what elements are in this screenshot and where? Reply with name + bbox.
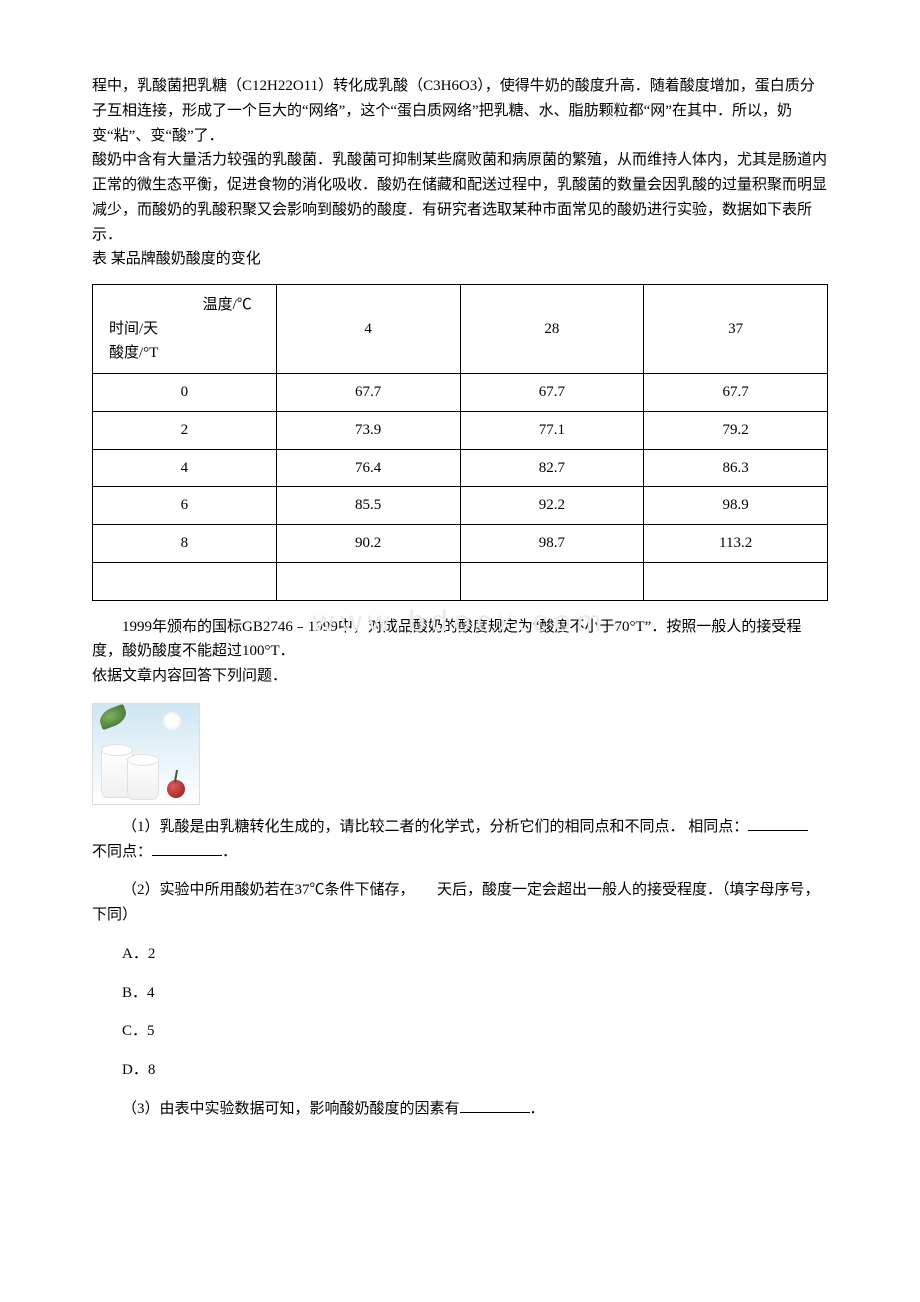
q1-tail: ． — [222, 844, 237, 860]
question-1: （1）乳酸是由乳糖转化生成的，请比较二者的化学式，分析它们的相同点和不同点． 相… — [92, 815, 828, 840]
blank-diff — [152, 840, 222, 856]
option-c: C．5 — [92, 1019, 828, 1044]
cell-day: 8 — [93, 525, 277, 563]
cell-val: 98.7 — [460, 525, 644, 563]
cell-val: 85.5 — [276, 487, 460, 525]
cell-val: 90.2 — [276, 525, 460, 563]
standard-note: 1999年颁布的国标GB2746﹣1999中，对成品酸奶的酸度规定为“酸度不小于… — [92, 615, 828, 665]
blank-factors — [460, 1097, 530, 1113]
cell-val: 77.1 — [460, 411, 644, 449]
cell-val: 79.2 — [644, 411, 828, 449]
col-28c: 28 — [460, 285, 644, 374]
cup-icon — [127, 758, 159, 800]
q3-tail: ． — [530, 1101, 545, 1117]
option-d: D．8 — [92, 1058, 828, 1083]
question-2: （2）实验中所用酸奶若在37℃条件下储存， 天后，酸度一定会超出一般人的接受程度… — [92, 878, 828, 928]
intro-paragraph-1: 程中，乳酸菌把乳糖（C12H22O11）转化成乳酸（C3H6O3），使得牛奶的酸… — [92, 74, 828, 148]
table-row-empty — [93, 562, 828, 600]
table-row: 8 90.2 98.7 113.2 — [93, 525, 828, 563]
intro-paragraph-2: 酸奶中含有大量活力较强的乳酸菌．乳酸菌可抑制某些腐败菌和病原菌的繁殖，从而维持人… — [92, 148, 828, 247]
question-lead: 依据文章内容回答下列问题． — [92, 664, 828, 689]
cell-val: 92.2 — [460, 487, 644, 525]
cell-val: 67.7 — [276, 374, 460, 412]
q1-lead: （1）乳酸是由乳糖转化生成的，请比较二者的化学式，分析它们的相同点和不同点． 相… — [122, 819, 748, 835]
cell-val: 76.4 — [276, 449, 460, 487]
acidity-table: 温度/℃ 时间/天 酸度/°T 4 28 37 0 67.7 67.7 67.7… — [92, 284, 828, 601]
q3-text: （3）由表中实验数据可知，影响酸奶酸度的因素有 — [122, 1101, 460, 1117]
leaf-icon — [97, 704, 129, 730]
yogurt-image — [92, 703, 200, 805]
q2-text-a: （2）实验中所用酸奶若在37℃条件下储存， — [122, 882, 407, 898]
header-time: 时间/天 — [109, 317, 260, 341]
col-37c: 37 — [644, 285, 828, 374]
question-1-diff: 不同点： ． — [92, 840, 828, 865]
table-header-row: 温度/℃ 时间/天 酸度/°T 4 28 37 — [93, 285, 828, 374]
cell-val: 67.7 — [644, 374, 828, 412]
cell-val: 98.9 — [644, 487, 828, 525]
flower-icon — [163, 712, 181, 730]
table-caption: 表 某品牌酸奶酸度的变化 — [92, 247, 828, 272]
question-2-options: A．2 B．4 C．5 D．8 — [92, 942, 828, 1083]
cell-day: 4 — [93, 449, 277, 487]
option-a: A．2 — [92, 942, 828, 967]
cell-day: 2 — [93, 411, 277, 449]
option-b: B．4 — [92, 981, 828, 1006]
cell-day: 6 — [93, 487, 277, 525]
question-3: （3）由表中实验数据可知，影响酸奶酸度的因素有 ． — [92, 1097, 828, 1122]
cell-val: 73.9 — [276, 411, 460, 449]
cherry-icon — [167, 780, 185, 798]
table-row: 2 73.9 77.1 79.2 — [93, 411, 828, 449]
col-4c: 4 — [276, 285, 460, 374]
cell-val: 86.3 — [644, 449, 828, 487]
cell-day: 0 — [93, 374, 277, 412]
table-row: 0 67.7 67.7 67.7 — [93, 374, 828, 412]
header-temp: 温度/℃ — [109, 293, 260, 317]
blank-same — [748, 815, 808, 831]
cell-val: 82.7 — [460, 449, 644, 487]
table-row: 6 85.5 92.2 98.9 — [93, 487, 828, 525]
table-row: 4 76.4 82.7 86.3 — [93, 449, 828, 487]
cell-val: 113.2 — [644, 525, 828, 563]
cell-val: 67.7 — [460, 374, 644, 412]
header-acidity: 酸度/°T — [109, 341, 260, 365]
q1-diff-label: 不同点： — [92, 844, 152, 860]
